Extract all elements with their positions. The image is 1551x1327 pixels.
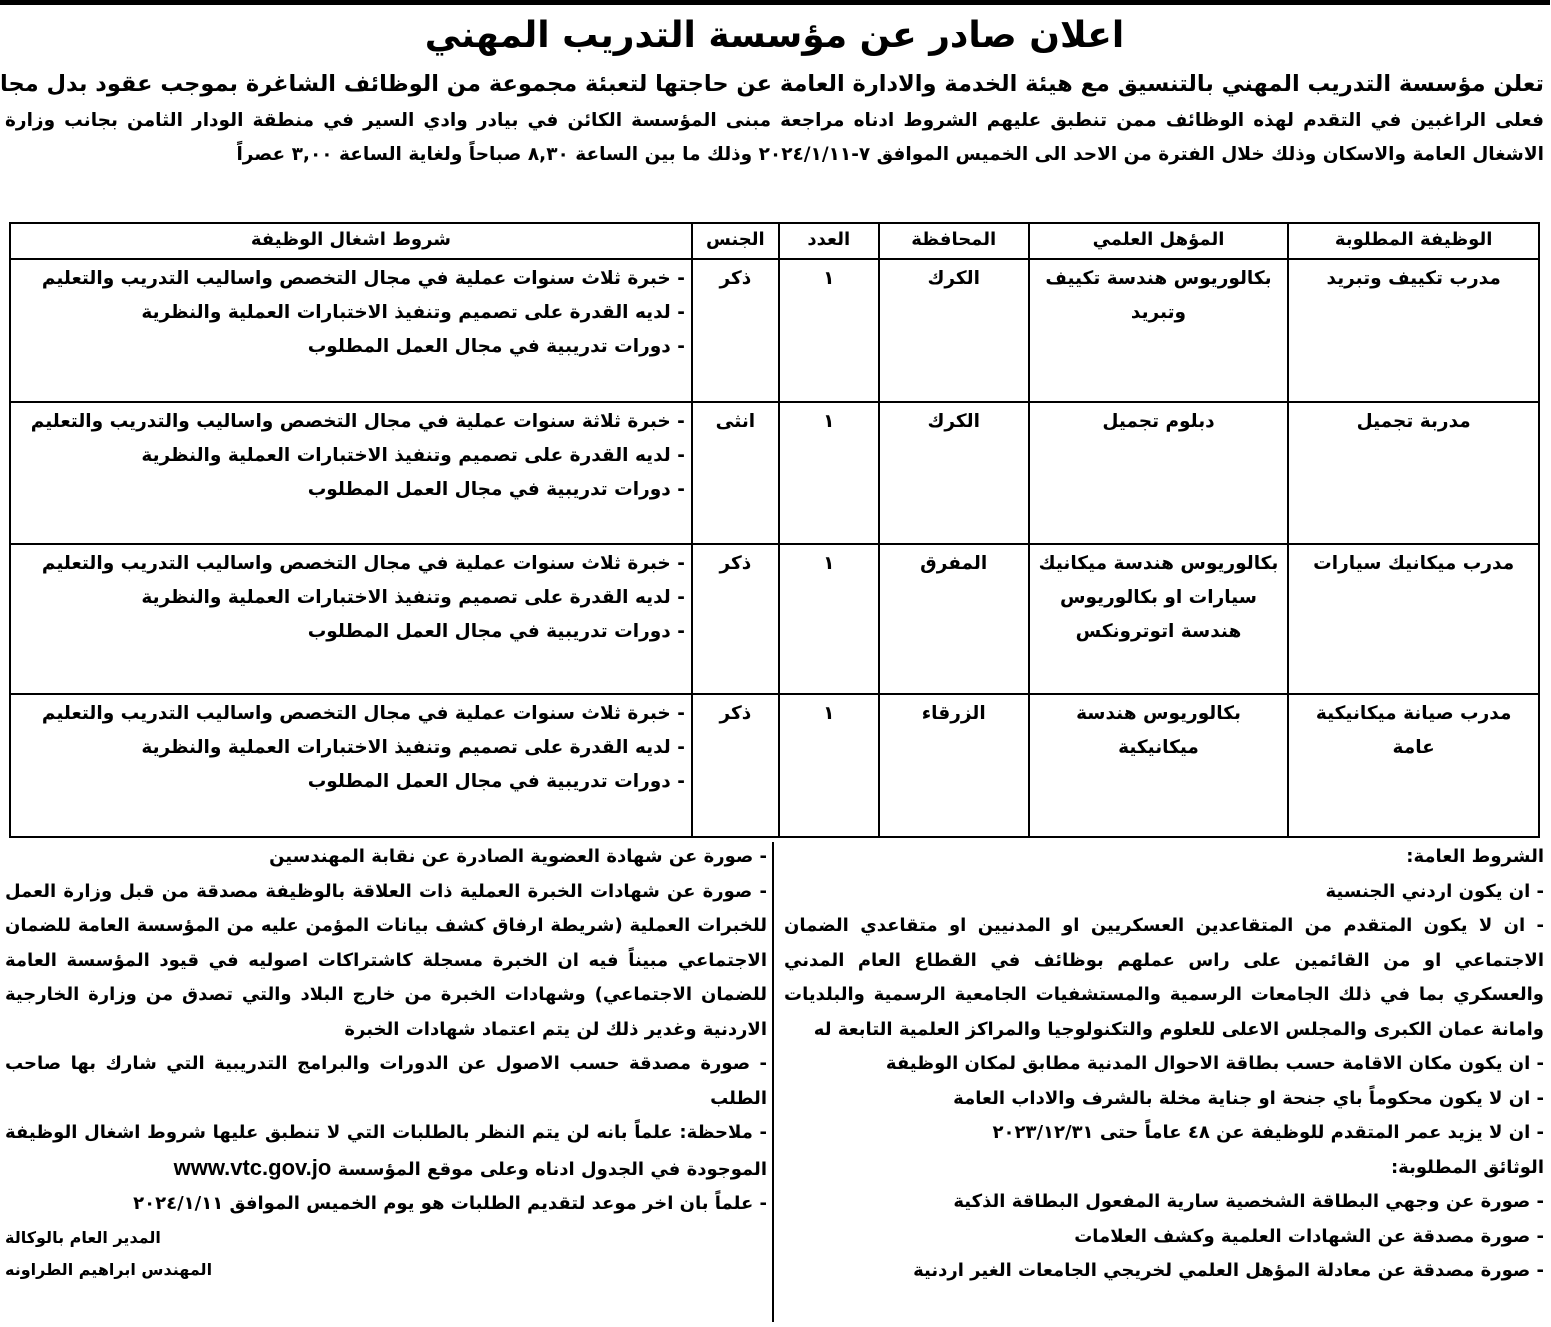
header-qualification: المؤهل العلمي bbox=[1028, 222, 1291, 260]
cell-qualification: دبلوم تجميل bbox=[1028, 401, 1291, 545]
general-condition-item: - ان لا يكون المتقدم من المتقاعدين العسك… bbox=[785, 915, 1545, 1040]
cell-job: مدرب ميكانيك سيارات bbox=[1288, 543, 1541, 695]
condition-item: - لديه القدرة على تصميم وتنفيذ الاختبارا… bbox=[142, 302, 686, 323]
announcement-subtitle: تعلن مؤسسة التدريب المهني بالتنسيق مع هي… bbox=[0, 71, 1545, 97]
cell-count: ١ bbox=[778, 543, 881, 695]
cell-governorate: الزرقاء bbox=[878, 693, 1031, 838]
condition-item: - لديه القدرة على تصميم وتنفيذ الاختبارا… bbox=[142, 587, 686, 608]
cell-qualification: بكالوريوس هندسة ميكانيك سيارات او بكالور… bbox=[1028, 543, 1291, 695]
condition-item: - لديه القدرة على تصميم وتنفيذ الاختبارا… bbox=[142, 445, 686, 466]
condition-item: - خبرة ثلاث سنوات عملية في مجال التخصص و… bbox=[42, 553, 686, 574]
table-header-row: الوظيفة المطلوبة المؤهل العلمي المحافظة … bbox=[10, 222, 1541, 260]
cell-conditions: - خبرة ثلاث سنوات عملية في مجال التخصص و… bbox=[10, 258, 694, 403]
cell-count: ١ bbox=[778, 693, 881, 838]
header-gender: الجنس bbox=[691, 222, 781, 260]
documents-continued-column: - صورة عن شهادة العضوية الصادرة عن نقابة… bbox=[6, 840, 768, 1286]
cell-conditions: - خبرة ثلاث سنوات عملية في مجال التخصص و… bbox=[10, 543, 694, 695]
general-condition-item: - ان يكون مكان الاقامة حسب بطاقة الاحوال… bbox=[886, 1053, 1545, 1074]
cell-gender: ذكر bbox=[691, 693, 781, 838]
note: - ملاحظة: علماً بانه لن يتم النظر بالطلب… bbox=[6, 1116, 768, 1187]
top-rule bbox=[0, 0, 1551, 5]
condition-item: - خبرة ثلاثة سنوات عملية في مجال التخصص … bbox=[31, 411, 686, 432]
condition-item: - خبرة ثلاث سنوات عملية في مجال التخصص و… bbox=[42, 268, 686, 289]
general-conditions-heading: الشروط العامة: bbox=[1407, 846, 1545, 867]
website-link[interactable]: www.vtc.gov.jo bbox=[174, 1154, 333, 1180]
cell-gender: ذكر bbox=[691, 258, 781, 403]
document-item: - صورة مصدقة حسب الاصول عن الدورات والبر… bbox=[6, 1053, 768, 1109]
header-conditions: شروط اشغال الوظيفة bbox=[10, 222, 694, 260]
cell-count: ١ bbox=[778, 258, 881, 403]
condition-item: - دورات تدريبية في مجال العمل المطلوب bbox=[308, 771, 686, 792]
cell-qualification: بكالوريوس هندسة تكييف وتبريد bbox=[1028, 258, 1291, 403]
cell-qualification: بكالوريوس هندسة ميكانيكية bbox=[1028, 693, 1291, 838]
general-conditions-column: الشروط العامة: - ان يكون اردني الجنسية -… bbox=[785, 840, 1545, 1289]
cell-governorate: الكرك bbox=[878, 258, 1031, 403]
column-divider bbox=[773, 842, 775, 1322]
note-text: - ملاحظة: علماً بانه لن يتم النظر بالطلب… bbox=[6, 1122, 768, 1180]
cell-governorate: المفرق bbox=[878, 543, 1031, 695]
table-row: مدربة تجميل دبلوم تجميل الكرك ١ انثى - خ… bbox=[10, 401, 1541, 545]
document-item: - صورة عن شهادة العضوية الصادرة عن نقابة… bbox=[270, 846, 768, 867]
condition-item: - خبرة ثلاث سنوات عملية في مجال التخصص و… bbox=[42, 703, 686, 724]
jobs-table: الوظيفة المطلوبة المؤهل العلمي المحافظة … bbox=[10, 222, 1541, 838]
table-row: مدرب تكييف وتبريد بكالوريوس هندسة تكييف … bbox=[10, 258, 1541, 403]
table-row: مدرب ميكانيك سيارات بكالوريوس هندسة ميكا… bbox=[10, 543, 1541, 695]
condition-item: - دورات تدريبية في مجال العمل المطلوب bbox=[308, 336, 686, 357]
page-title: اعلان صادر عن مؤسسة التدريب المهني bbox=[425, 15, 1126, 56]
table-row: مدرب صيانة ميكانيكية عامة بكالوريوس هندس… bbox=[10, 693, 1541, 838]
general-condition-item: - ان لا يزيد عمر المتقدم للوظيفة عن ٤٨ ع… bbox=[993, 1122, 1546, 1143]
document-item: - صورة عن شهادات الخبرة العملية ذات العل… bbox=[6, 880, 768, 1040]
signature-name: المهندس ابراهيم الطراونه bbox=[6, 1259, 214, 1279]
condition-item: - دورات تدريبية في مجال العمل المطلوب bbox=[308, 621, 686, 642]
document-item: - صورة عن وجهي البطاقة الشخصية سارية الم… bbox=[954, 1191, 1545, 1212]
deadline: - علماً بان اخر موعد لتقديم الطلبات هو ي… bbox=[134, 1193, 768, 1214]
condition-item: - دورات تدريبية في مجال العمل المطلوب bbox=[308, 479, 686, 500]
cell-conditions: - خبرة ثلاثة سنوات عملية في مجال التخصص … bbox=[10, 401, 694, 545]
cell-job: مدرب تكييف وتبريد bbox=[1288, 258, 1541, 403]
cell-gender: ذكر bbox=[691, 543, 781, 695]
cell-gender: انثى bbox=[691, 401, 781, 545]
signature-title: المدير العام بالوكالة bbox=[6, 1227, 162, 1247]
cell-job: مدرب صيانة ميكانيكية عامة bbox=[1288, 693, 1541, 838]
required-documents-heading: الوثائق المطلوبة: bbox=[1391, 1156, 1545, 1178]
header-job: الوظيفة المطلوبة bbox=[1288, 222, 1541, 260]
cell-job: مدربة تجميل bbox=[1288, 401, 1541, 545]
cell-count: ١ bbox=[778, 401, 881, 545]
condition-item: - لديه القدرة على تصميم وتنفيذ الاختبارا… bbox=[142, 737, 686, 758]
cell-governorate: الكرك bbox=[878, 401, 1031, 545]
announcement-intro: فعلى الراغبين في التقدم لهذه الوظائف ممن… bbox=[6, 110, 1545, 165]
document-item: - صورة مصدقة عن الشهادات العلمية وكشف ال… bbox=[1075, 1225, 1545, 1247]
cell-conditions: - خبرة ثلاث سنوات عملية في مجال التخصص و… bbox=[10, 693, 694, 838]
header-governorate: المحافظة bbox=[878, 222, 1031, 260]
general-condition-item: - ان يكون اردني الجنسية bbox=[1326, 880, 1545, 902]
general-condition-item: - ان لا يكون محكوماً باي جنحة او جناية م… bbox=[954, 1087, 1545, 1109]
document-item: - صورة مصدقة عن معادلة المؤهل العلمي لخر… bbox=[914, 1260, 1545, 1281]
header-count: العدد bbox=[778, 222, 881, 260]
